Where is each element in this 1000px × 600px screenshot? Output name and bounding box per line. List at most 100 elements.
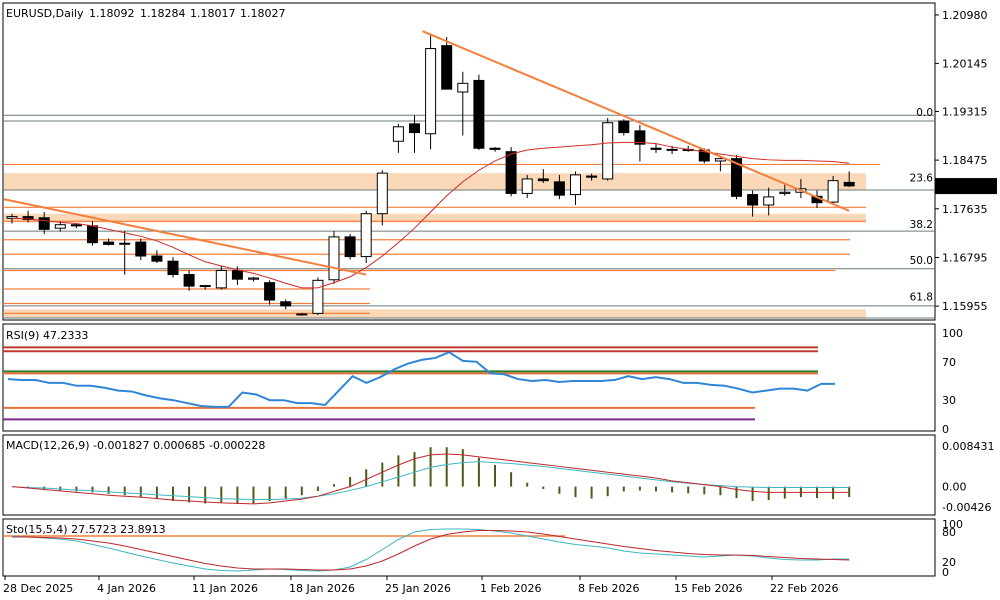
fib-label-0: 0.0 [916, 107, 933, 119]
candle-body-45 [731, 158, 742, 197]
x-tick-label-6: 8 Feb 2026 [578, 582, 639, 595]
rsi-title: RSI(9) 47.2333 [6, 329, 88, 342]
candle-body-1 [22, 216, 34, 220]
candle-body-18 [296, 313, 308, 316]
candle-body-23 [376, 172, 388, 215]
price-tick-label-6: 1.15955 [942, 300, 988, 313]
ohlc-open: 1.18092 [89, 7, 135, 20]
sto-title: Sto(15,5,4) 27.5723 23.8913 [6, 523, 166, 536]
candle-body-15 [248, 277, 259, 280]
rsi-tick-label-3: 0 [942, 423, 949, 436]
candle-body-9 [151, 255, 163, 262]
macd-panel [2, 434, 936, 516]
candle-body-38 [618, 120, 630, 134]
candle-body-48 [779, 191, 791, 194]
candle-body-39 [634, 130, 646, 145]
candle-body-22 [360, 213, 372, 258]
candle-body-27 [441, 45, 453, 90]
candle-body-3 [54, 224, 66, 229]
price-tick-label-3: 1.18475 [942, 154, 988, 167]
macd-main-line [11, 453, 850, 505]
x-tick-label-2: 11 Jan 2026 [192, 582, 258, 595]
candle-body-19 [312, 279, 324, 314]
x-tick-label-7: 15 Feb 2026 [674, 582, 742, 595]
sto-layer [3, 528, 850, 572]
rsi-line [7, 351, 835, 408]
price-tick-label-5: 1.16795 [942, 251, 988, 264]
macd-tick-label-1: 0.00 [942, 481, 967, 494]
x-tick-label-4: 25 Jan 2026 [385, 582, 451, 595]
sto-tick-label-0: 100 [942, 518, 963, 531]
rsi-tick-label-2: 30 [942, 394, 956, 407]
sr-zone-1 [4, 213, 866, 223]
price-layer: 0.0 23.6 38.2 50.0 61.8 [3, 30, 935, 319]
candle-body-35 [570, 174, 581, 196]
x-tick-label-8: 22 Feb 2026 [770, 582, 838, 595]
sto-tick-label-2: 20 [942, 556, 956, 569]
candle-body-33 [537, 178, 549, 182]
candle-body-34 [553, 181, 565, 196]
price-title: EURUSD,Daily [6, 7, 84, 20]
candle-body-13 [215, 269, 227, 289]
fib-label-4: 61.8 [910, 291, 933, 303]
x-tick-label-1: 4 Jan 2026 [97, 582, 156, 595]
sto-signal-line [12, 530, 850, 571]
price-tick-label-0: 1.20980 [942, 9, 988, 22]
candle-body-5 [87, 225, 98, 244]
x-tick-label-3: 18 Jan 2026 [289, 582, 355, 595]
rsi-tick-label-1: 70 [942, 356, 956, 369]
price-tick-label-2: 1.19315 [942, 105, 988, 118]
candle-body-41 [666, 148, 678, 151]
candle-body-37 [602, 122, 614, 180]
sto-panel [2, 518, 936, 577]
macd-layer [11, 447, 851, 505]
candle-body-46 [747, 194, 759, 206]
macd-tick-label-0: 0.008431 [942, 440, 995, 453]
fib-label-1: 23.6 [910, 173, 934, 185]
candle-body-12 [199, 285, 211, 288]
candle-body-51 [827, 180, 839, 203]
candle-body-20 [328, 236, 340, 281]
ohlc-high: 1.18284 [140, 7, 186, 20]
candle-body-6 [103, 241, 115, 245]
sr-zone-0 [4, 173, 866, 191]
axes-layer: 1.20980 1.20145 1.19315 1.18475 1.17635 1.167… [3, 9, 997, 595]
trendline-1 [422, 30, 850, 212]
candle-body-14 [231, 269, 243, 280]
candle-body-36 [586, 175, 598, 178]
candle-body-40 [650, 147, 662, 150]
current-price-label: 1.18027 [942, 180, 988, 193]
macd-tick-label-2: -0.00426 [942, 501, 991, 514]
rsi-tick-label-0: 100 [942, 327, 963, 340]
candle-body-24 [392, 126, 404, 142]
candle-body-26 [425, 48, 437, 135]
sto-main-line [11, 528, 850, 572]
candle-body-4 [70, 224, 82, 227]
macd-title: MACD(12,26,9) -0.001827 0.000685 -0.0002… [6, 439, 265, 452]
candle-body-7 [119, 242, 131, 245]
candle-body-44 [714, 158, 726, 162]
trendline-0 [3, 198, 367, 276]
price-tick-label-1: 1.20145 [942, 57, 988, 70]
candle-body-11 [183, 274, 195, 287]
ohlc-low: 1.18017 [190, 7, 236, 20]
ohlc-close: 1.18027 [240, 7, 286, 20]
price-panel [2, 2, 936, 321]
fib-label-2: 38.2 [910, 219, 933, 231]
sto-tick-label-1: 80 [942, 526, 956, 539]
current-price-box [935, 178, 997, 195]
candle-body-47 [763, 196, 775, 206]
sr-zone-2 [4, 309, 866, 318]
candle-body-2 [38, 217, 50, 230]
candle-body-17 [280, 301, 292, 307]
candle-body-31 [505, 151, 517, 194]
candle-body-8 [135, 241, 147, 257]
candle-body-30 [489, 147, 501, 150]
x-tick-label-5: 1 Feb 2026 [480, 582, 541, 595]
candle-body-10 [167, 260, 179, 276]
rsi-panel [2, 323, 936, 432]
candle-body-32 [521, 178, 533, 194]
candle-body-25 [409, 123, 420, 134]
rsi-layer [3, 346, 835, 421]
